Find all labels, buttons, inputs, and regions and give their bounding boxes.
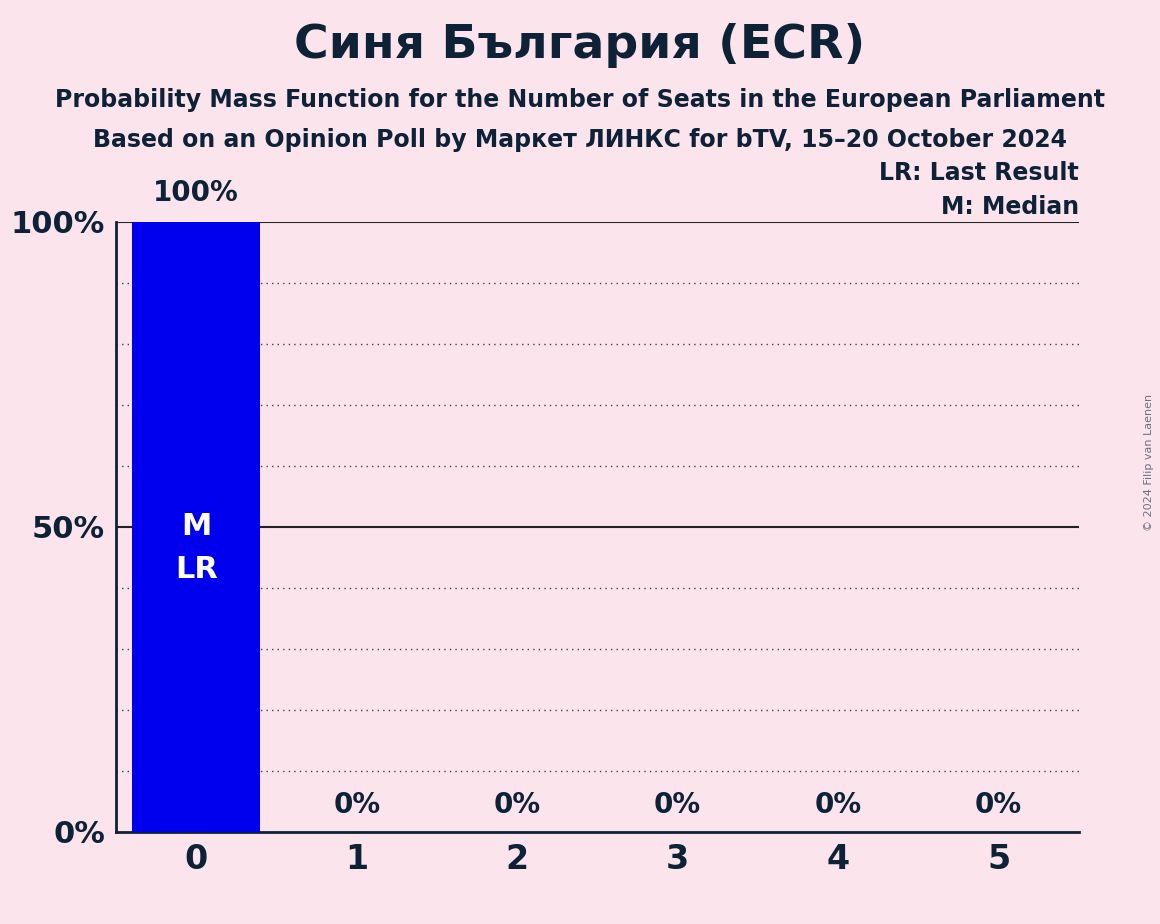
Text: LR: Last Result: LR: Last Result [879, 161, 1079, 185]
Text: 0%: 0% [814, 791, 862, 820]
Text: Probability Mass Function for the Number of Seats in the European Parliament: Probability Mass Function for the Number… [55, 88, 1105, 112]
Text: © 2024 Filip van Laenen: © 2024 Filip van Laenen [1144, 394, 1154, 530]
Text: M: Median: M: Median [941, 195, 1079, 219]
Text: LR: LR [175, 555, 218, 584]
Text: Синя България (ECR): Синя България (ECR) [295, 23, 865, 68]
Text: 0%: 0% [976, 791, 1022, 820]
Text: M: M [181, 512, 211, 541]
Text: 0%: 0% [494, 791, 541, 820]
Text: 0%: 0% [654, 791, 701, 820]
Text: 0%: 0% [333, 791, 380, 820]
Bar [132, 222, 260, 832]
Text: Based on an Opinion Poll by Маркет ЛИНКС for bTV, 15–20 October 2024: Based on an Opinion Poll by Маркет ЛИНКС… [93, 128, 1067, 152]
Text: 100%: 100% [153, 178, 239, 207]
